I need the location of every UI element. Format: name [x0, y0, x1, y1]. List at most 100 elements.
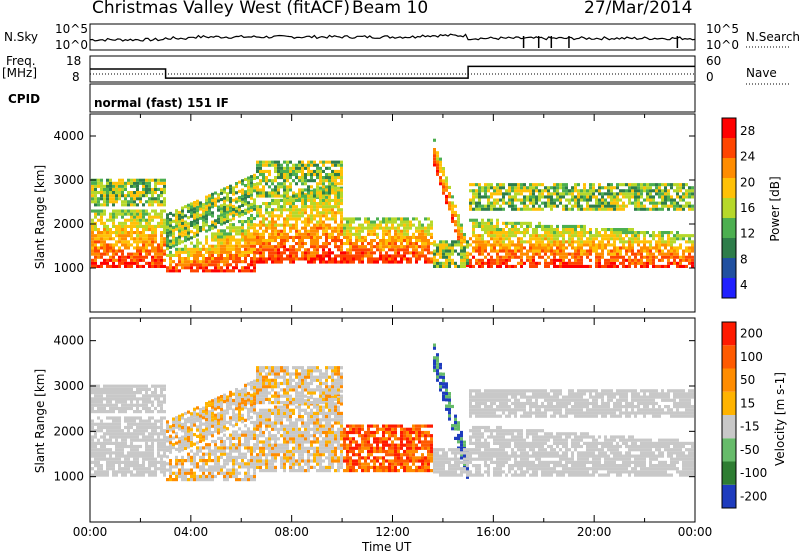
power-cell	[652, 234, 655, 238]
power-cell	[424, 235, 427, 239]
power-cell	[421, 251, 424, 255]
power-cell	[208, 200, 211, 204]
power-cell	[577, 246, 580, 250]
power-cell	[517, 231, 520, 235]
power-cell	[382, 260, 385, 264]
power-cell	[253, 244, 256, 248]
power-cell	[595, 237, 598, 241]
velocity-cell	[184, 437, 187, 441]
power-cell	[313, 226, 316, 230]
velocity-cell	[247, 382, 250, 386]
power-cell	[109, 255, 112, 259]
power-cell	[103, 240, 106, 244]
power-cell	[340, 173, 343, 177]
power-cell	[136, 249, 139, 253]
velocity-cell	[115, 448, 118, 452]
velocity-cell	[169, 437, 172, 442]
power-cell	[214, 263, 217, 267]
velocity-cell	[112, 394, 115, 398]
power-cell	[574, 186, 577, 190]
power-cell	[634, 261, 637, 265]
power-cell	[574, 261, 577, 265]
power-cell	[340, 163, 343, 167]
power-cell	[331, 226, 334, 230]
power-cell	[277, 176, 280, 180]
power-cell	[238, 229, 241, 233]
power-cell	[271, 257, 274, 261]
power-cell	[115, 249, 118, 253]
power-cell	[520, 207, 523, 211]
power-cell	[562, 183, 565, 187]
power-cell	[403, 245, 406, 249]
power-cell	[304, 257, 307, 261]
velocity-cell	[181, 465, 184, 469]
power-cell	[190, 247, 193, 251]
velocity-cell	[244, 478, 247, 482]
power-cell	[364, 235, 367, 239]
power-cell	[388, 254, 391, 258]
power-cell	[559, 231, 562, 235]
power-cell	[628, 240, 631, 244]
power-cell	[262, 217, 265, 221]
power-cell	[553, 186, 556, 190]
power-cell	[436, 252, 439, 256]
power-cell	[304, 217, 307, 221]
power-cell	[607, 237, 610, 241]
power-cell	[142, 203, 145, 207]
power-cell	[334, 214, 337, 218]
power-cell	[469, 183, 472, 187]
power-cell	[472, 264, 475, 268]
power-cell	[262, 188, 265, 192]
power-cell	[412, 232, 415, 236]
power-cell	[133, 215, 136, 219]
power-cell	[385, 239, 388, 243]
power-cell	[364, 239, 367, 243]
power-cell	[112, 203, 115, 207]
power-cell	[556, 224, 559, 228]
power-cell	[397, 235, 400, 239]
power-cell	[241, 232, 244, 236]
velocity-cell	[214, 416, 217, 421]
velocity-cell	[109, 435, 112, 439]
power-cell	[106, 224, 109, 228]
velocity-cell	[193, 452, 196, 456]
power-cell	[118, 191, 121, 195]
power-cell	[322, 220, 325, 224]
power-cell	[502, 183, 505, 187]
power-cell	[154, 184, 157, 188]
power-cell	[220, 260, 223, 264]
power-cell	[535, 207, 538, 211]
power-cell	[616, 231, 619, 235]
velocity-cell	[223, 449, 226, 453]
power-cell	[325, 208, 328, 212]
power-cell	[139, 200, 142, 204]
power-cell	[316, 229, 319, 233]
power-cell	[547, 264, 550, 268]
velocity-cell	[232, 414, 235, 418]
velocity-cell	[187, 416, 190, 420]
velocity-cell	[142, 451, 145, 455]
power-cell	[334, 163, 337, 167]
power-cell	[532, 264, 535, 268]
power-cell	[145, 249, 148, 253]
power-cell	[601, 204, 604, 208]
power-cell	[133, 231, 136, 235]
velocity-cell	[247, 449, 250, 453]
power-cell	[322, 251, 325, 255]
velocity-cell	[175, 478, 178, 482]
power-cell	[532, 228, 535, 232]
power-cell	[271, 191, 274, 195]
power-cell	[151, 231, 154, 235]
power-cell	[646, 183, 649, 187]
power-cell	[292, 239, 295, 243]
power-cell	[634, 201, 637, 205]
power-cell	[511, 204, 514, 208]
velocity-cell	[109, 457, 112, 461]
power-cell	[547, 231, 550, 235]
power-cell	[169, 266, 172, 270]
velocity-cell	[220, 423, 223, 427]
power-cell	[310, 251, 313, 255]
power-cell	[304, 163, 307, 167]
power-cell	[475, 237, 478, 241]
velocity-cell	[181, 438, 184, 442]
